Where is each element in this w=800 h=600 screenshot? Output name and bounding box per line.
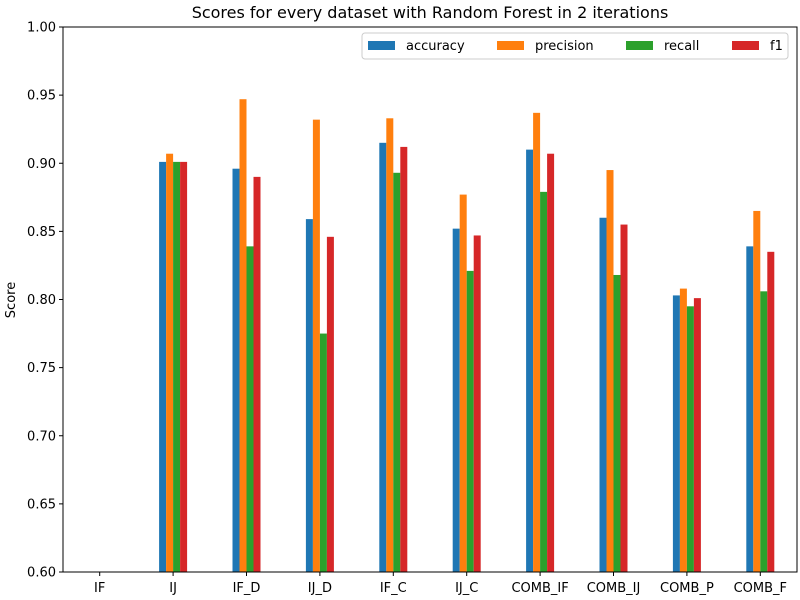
y-tick-label: 0.75 — [27, 361, 56, 376]
y-tick-label: 0.70 — [27, 429, 56, 444]
legend-box — [361, 32, 789, 60]
bar-precision-comb-f — [753, 210, 761, 572]
bar-f1-ij-c — [473, 235, 481, 572]
y-axis-title: Score — [4, 282, 19, 318]
x-tick-label: IF_D — [233, 581, 261, 596]
bar-accuracy-ij-c — [452, 228, 460, 572]
y-tick-label: 0.80 — [27, 293, 56, 308]
legend-swatch-precision — [497, 41, 524, 50]
bar-recall-if-c — [393, 172, 401, 572]
x-tick-label: COMB_IF — [511, 581, 568, 596]
bar-accuracy-if-d — [232, 168, 240, 572]
x-tick-label: IJ_D — [308, 581, 332, 596]
bar-recall-ij — [173, 161, 181, 572]
bar-accuracy-comb-p — [672, 295, 680, 572]
y-tick-label: 0.95 — [27, 89, 56, 104]
x-tick-label: IF_C — [380, 581, 407, 596]
plot-area: 0.60 0.65 0.70 0.75 0.80 0.85 0.90 0.95 1.00 IF IJ… — [27, 21, 798, 596]
bar-accuracy-comb-if — [526, 149, 534, 572]
legend-swatch-accuracy — [368, 41, 395, 50]
bar-recall-ij-d — [319, 333, 327, 572]
bar-precision-if-c — [386, 118, 394, 572]
chart-title: Scores for every dataset with Random For… — [192, 3, 669, 22]
legend: accuracy precision recall f1 — [361, 32, 789, 60]
y-tick-label: 0.65 — [27, 497, 56, 512]
bar-accuracy-ij-d — [305, 219, 313, 573]
bar-f1-comb-f — [767, 251, 775, 572]
bar-recall-ij-c — [466, 270, 474, 572]
bar-f1-if-c — [400, 146, 408, 572]
bar-recall-if-d — [246, 246, 254, 573]
x-tick-label: COMB_P — [660, 581, 714, 596]
legend-swatch-recall — [626, 41, 653, 50]
bar-recall-comb-p — [686, 306, 694, 572]
bar-accuracy-comb-f — [746, 246, 754, 573]
bar-precision-ij-d — [312, 119, 320, 573]
bar-recall-comb-if — [540, 191, 548, 573]
legend-swatch-f1 — [732, 41, 759, 50]
bar-accuracy-if-c — [379, 142, 387, 572]
y-tick-label: 0.60 — [27, 566, 56, 581]
bar-accuracy-ij — [159, 161, 167, 572]
bar-f1-ij — [180, 161, 188, 572]
bar-f1-ij-d — [326, 236, 334, 572]
bar-precision-if-d — [239, 99, 247, 573]
bar-precision-ij — [166, 153, 174, 572]
legend-label-recall: recall — [664, 39, 699, 54]
bar-precision-ij-c — [459, 194, 467, 572]
y-tick-label: 0.90 — [27, 157, 56, 172]
x-tick-label: COMB_IJ — [587, 581, 641, 596]
x-tick-label: IF — [94, 581, 105, 596]
legend-label-precision: precision — [535, 39, 594, 54]
bar-precision-comb-ij — [606, 170, 614, 572]
bar-recall-comb-f — [760, 291, 768, 572]
bar-accuracy-comb-ij — [599, 217, 607, 572]
bar-precision-comb-p — [679, 288, 687, 572]
bar-f1-comb-ij — [620, 224, 628, 572]
bar-f1-comb-p — [693, 298, 701, 572]
bar-f1-comb-if — [547, 153, 555, 572]
x-tick-label: COMB_F — [734, 581, 787, 596]
bar-recall-comb-ij — [613, 274, 621, 572]
bar-f1-if-d — [253, 176, 261, 572]
x-tick-label: IJ — [169, 581, 177, 596]
legend-label-accuracy: accuracy — [406, 39, 465, 54]
x-tick-label: IJ_C — [455, 581, 478, 596]
bar-precision-comb-if — [533, 112, 541, 573]
y-tick-label: 1.00 — [27, 21, 56, 36]
legend-label-f1: f1 — [770, 39, 783, 54]
y-tick-label: 0.85 — [27, 225, 56, 240]
